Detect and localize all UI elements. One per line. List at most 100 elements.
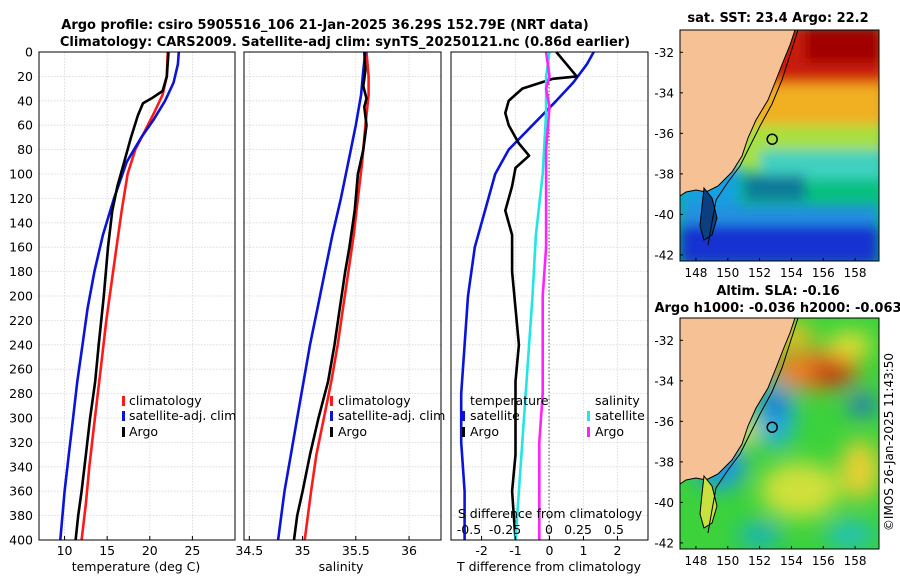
lon-tick-label: 152 — [748, 266, 771, 280]
legend-label-argo: Argo — [338, 424, 367, 439]
legend-swatch-s-satellite — [587, 411, 590, 421]
legend-label-satellite-adj: satellite-adj. clim — [338, 408, 445, 423]
y-tick-label: 380 — [9, 508, 33, 523]
y-tick-label: 40 — [17, 93, 33, 108]
temperature-xlabel: temperature (deg C) — [72, 559, 201, 574]
coastline — [680, 30, 796, 197]
legend-label-satellite-adj: satellite-adj. clim — [129, 408, 236, 423]
y-tick-label: 0 — [25, 45, 33, 60]
lat-tick-label: -32 — [654, 46, 674, 60]
y-tick-label: 140 — [9, 215, 33, 230]
salinity-axes-frame — [243, 51, 442, 541]
x-tick-label: 0 — [546, 543, 554, 558]
argo-location-marker — [766, 133, 778, 145]
depth-contour — [707, 30, 799, 246]
legend-title-salinity: salinity — [595, 393, 640, 408]
temperature-grid — [39, 51, 235, 541]
salinity-xlabel: salinity — [319, 559, 364, 574]
lon-tick-label: 148 — [684, 266, 707, 280]
legend-label-argo: Argo — [129, 424, 158, 439]
salinity-panel: 34.5 35 35.5 36 salinity climatology satell… — [235, 51, 445, 574]
lat-tick-label: -40 — [654, 208, 674, 222]
legend-title-temperature: temperature — [470, 393, 549, 408]
y-tick-label: 200 — [9, 289, 33, 304]
lon-tick-label: 148 — [684, 554, 707, 568]
lon-tick-label: 156 — [812, 554, 835, 568]
y-tick-label: 100 — [9, 167, 33, 182]
lat-tick-label: -32 — [654, 334, 674, 348]
y-tick-label: 400 — [9, 533, 33, 548]
s-difference-xlabel: S difference from climatology — [458, 506, 643, 521]
sla-map-frame — [679, 317, 880, 550]
lat-tick-label: -42 — [654, 248, 674, 262]
s-difference-tick-label: 0.5 — [604, 522, 624, 537]
bass-strait-shelf — [699, 186, 718, 241]
s-difference-tick-label: -0.5 — [457, 522, 481, 537]
x-tick-label: 34.5 — [235, 543, 263, 558]
legend-swatch-satellite-adj — [330, 411, 333, 421]
y-tick-label: 60 — [17, 118, 33, 133]
lat-tick-label: -36 — [654, 127, 674, 141]
difference-series — [459, 51, 595, 541]
t-difference-xlabel: T difference from climatology — [456, 559, 642, 574]
legend-swatch-t-argo — [462, 427, 465, 437]
lon-tick-label: 158 — [844, 554, 867, 568]
lat-tick-label: -42 — [654, 536, 674, 550]
series-line-satellite-adj-clim — [276, 51, 367, 541]
y-tick-label: 80 — [17, 142, 33, 157]
coastline — [680, 318, 796, 485]
temperature-axes-frame — [38, 51, 236, 541]
difference-panel: -2 -1 0 1 2 -0.5 -0.25 0 0.25 0.5 S difference f… — [450, 51, 649, 574]
lat-tick-label: -34 — [654, 374, 674, 388]
series-line-argo — [292, 51, 368, 541]
series-line-climatology — [80, 51, 169, 541]
sla-blobs — [695, 323, 879, 549]
sst-field — [680, 30, 879, 261]
depth-contour — [707, 318, 799, 534]
argo-location-marker — [766, 421, 778, 433]
legend-label-t-argo: Argo — [470, 424, 499, 439]
series-line-s-argo — [538, 51, 551, 540]
legend-swatch-s-argo — [587, 427, 590, 437]
y-tick-label: 160 — [9, 240, 33, 255]
y-tick-label: 120 — [9, 191, 33, 206]
x-tick-label: 35 — [295, 543, 311, 558]
temperature-panel: 10 15 20 25 0 20 40 60 80 100 120 140 160 180 200 220 2… — [9, 45, 236, 575]
series-line-argo — [74, 51, 170, 541]
y-tick-label: 340 — [9, 459, 33, 474]
s-difference-legend: salinity satellite Argo — [587, 393, 645, 439]
temperature-series — [59, 51, 181, 541]
lon-tick-label: 152 — [748, 554, 771, 568]
land-mass — [680, 318, 795, 484]
lon-tick-label: 150 — [716, 554, 739, 568]
sst-map-title: sat. SST: 23.4 Argo: 22.2 — [687, 11, 868, 26]
series-line-s-satellite — [514, 51, 551, 541]
legend-label-climatology: climatology — [129, 393, 202, 408]
legend-swatch-argo — [330, 427, 333, 437]
temperature-legend: climatology satellite-adj. clim Argo — [122, 393, 236, 439]
temperature-tick-labels: 10 15 20 25 — [57, 536, 200, 558]
salinity-series — [276, 51, 370, 541]
s-difference-tick-labels: -0.5 -0.25 0 0.25 0.5 — [457, 522, 624, 537]
y-tick-label: 220 — [9, 313, 33, 328]
x-tick-label: 10 — [57, 543, 73, 558]
legend-swatch-t-satellite — [462, 411, 465, 421]
y-tick-label: 260 — [9, 362, 33, 377]
bass-strait-shelf — [699, 474, 718, 529]
legend-swatch-climatology — [330, 396, 333, 406]
imos-timestamp: ©IMOS 26-Jan-2025 11:43:50 — [882, 353, 896, 531]
x-tick-label: 15 — [99, 543, 115, 558]
x-tick-label: 36 — [401, 543, 417, 558]
lat-tick-label: -40 — [654, 496, 674, 510]
legend-label-s-satellite: satellite — [595, 408, 645, 423]
y-tick-label: 300 — [9, 411, 33, 426]
land-mass — [680, 30, 795, 196]
lon-tick-label: 156 — [812, 266, 835, 280]
s-difference-tick-label: 0.25 — [564, 522, 592, 537]
salinity-legend: climatology satellite-adj. clim Argo — [330, 393, 445, 439]
x-tick-label: -2 — [475, 543, 487, 558]
lat-tick-label: -34 — [654, 86, 674, 100]
t-difference-legend: temperature satellite Argo — [462, 393, 549, 439]
series-line-t-argo — [504, 51, 578, 541]
